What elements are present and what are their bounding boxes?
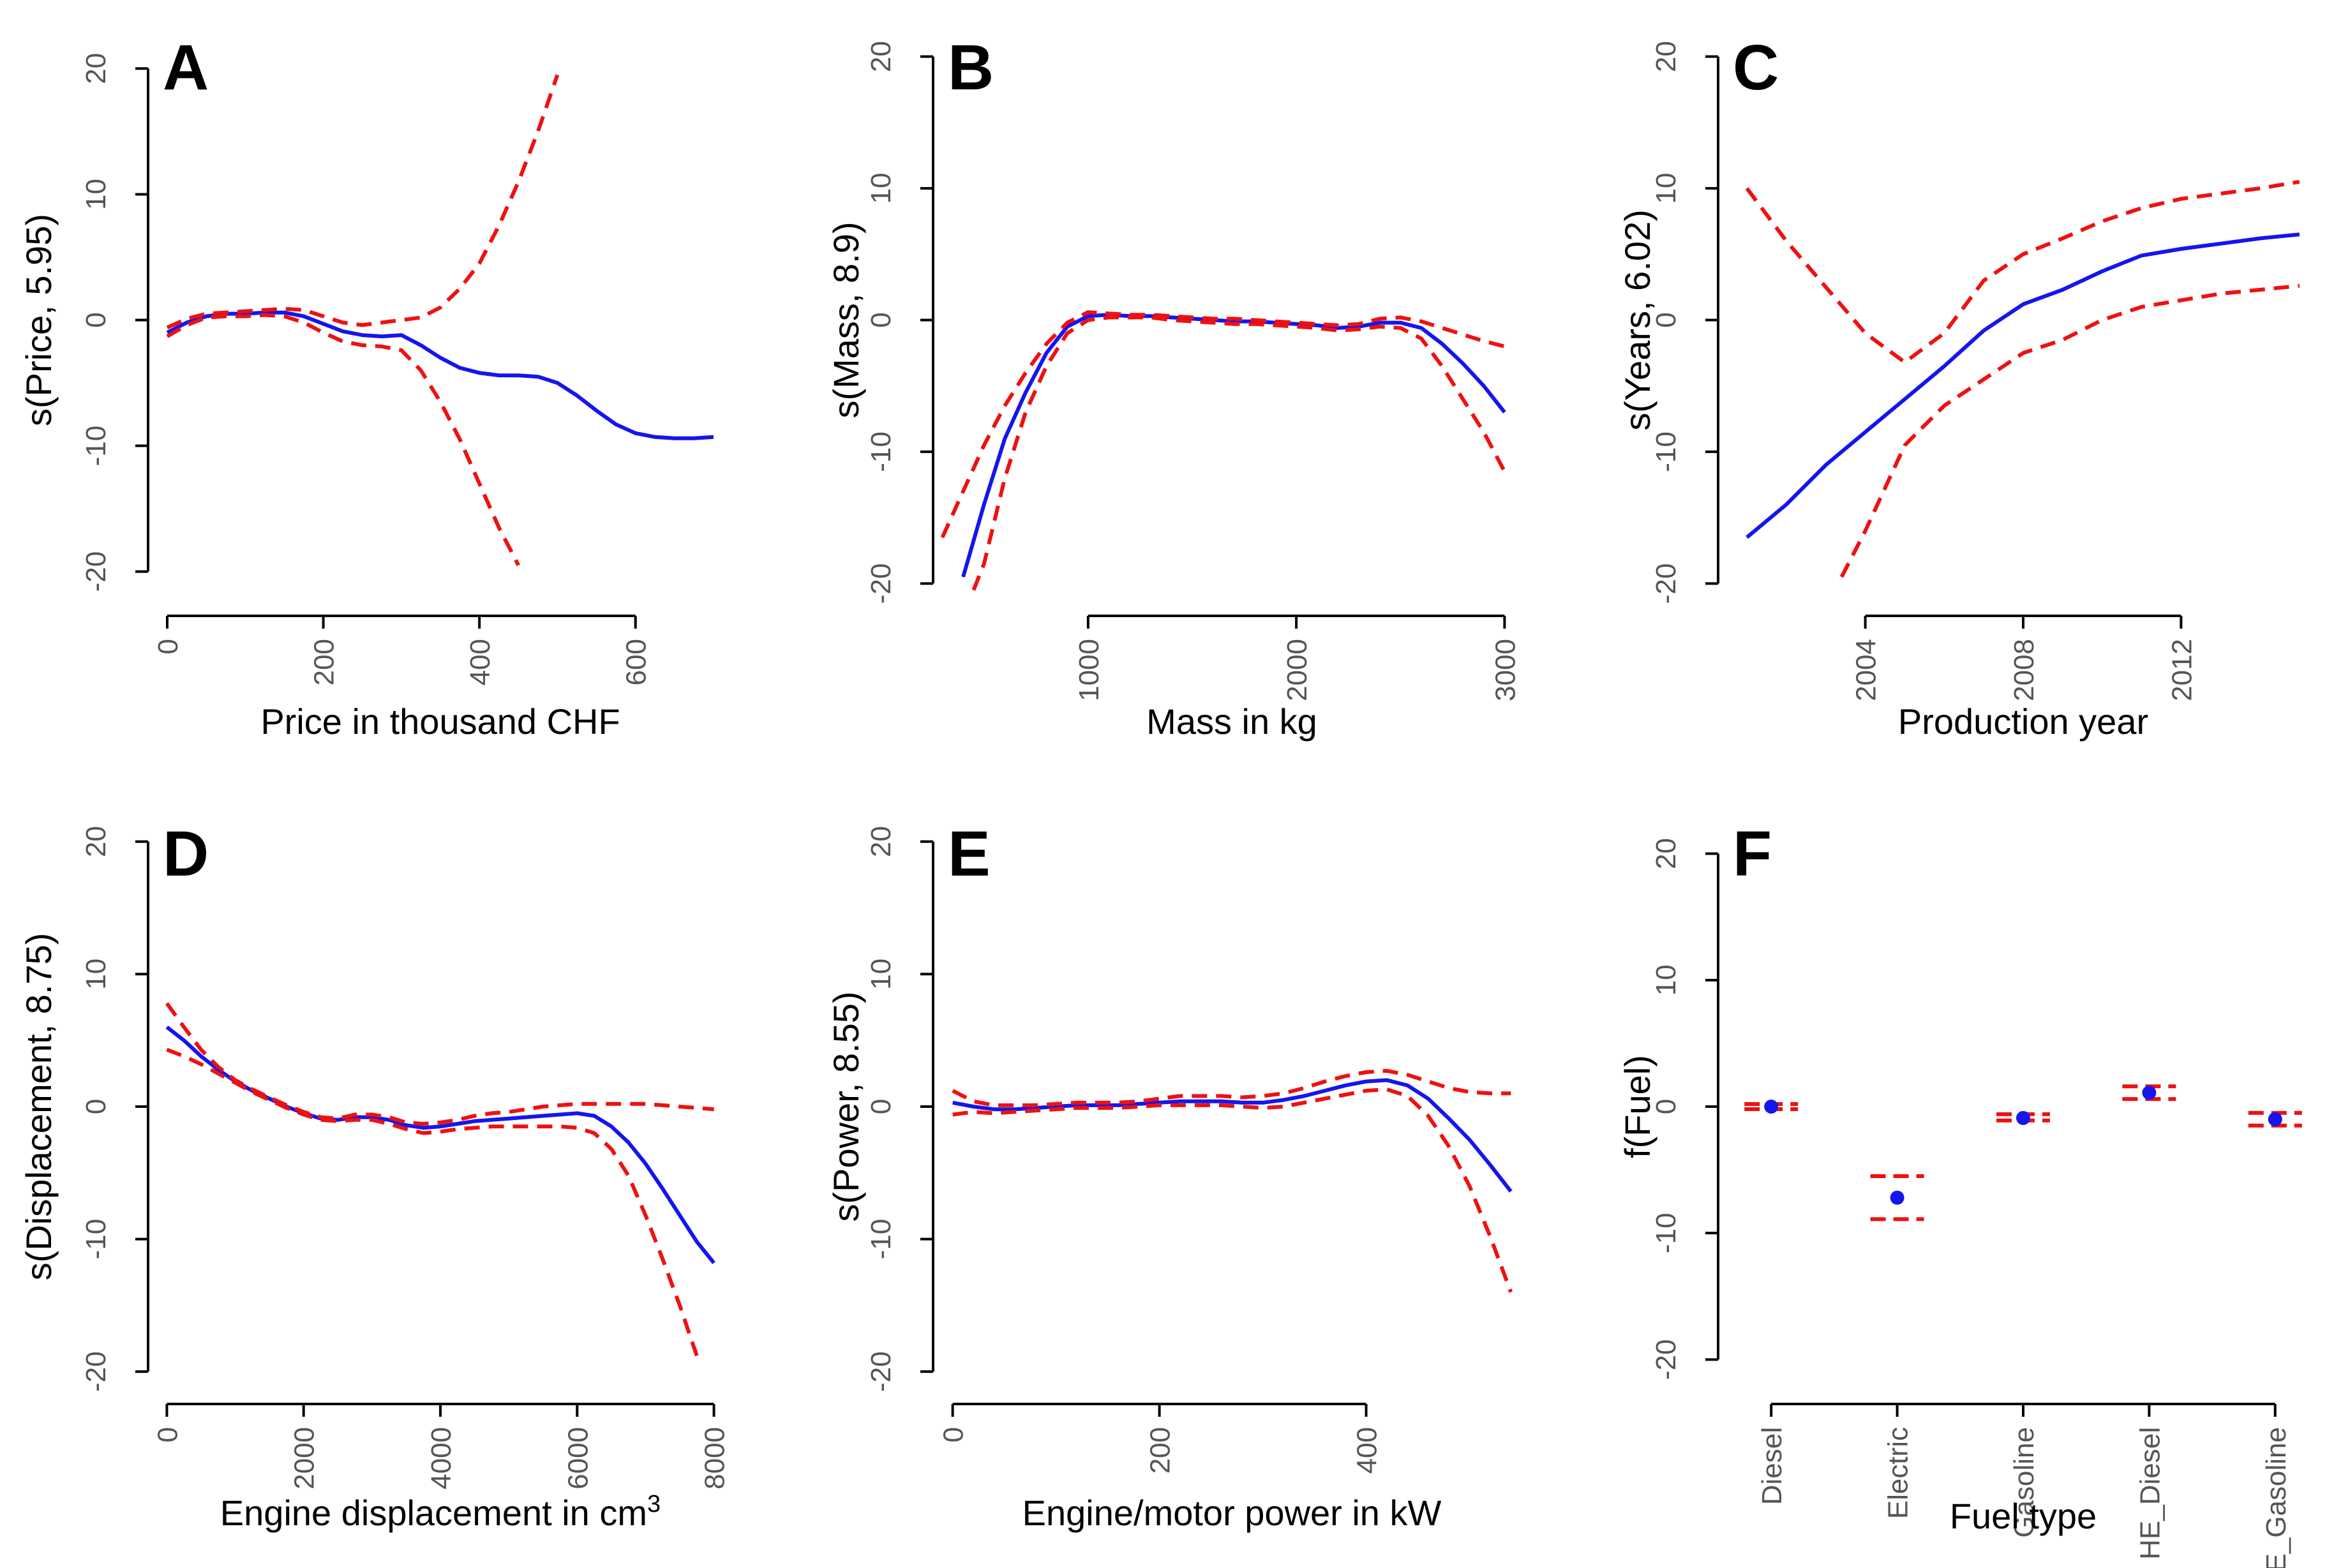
y-axis-title: s(Displacement, 8.75) xyxy=(19,933,59,1281)
estimate-point xyxy=(1764,1100,1779,1114)
y-tick-label: 10 xyxy=(80,959,112,990)
y-tick-label: 10 xyxy=(80,179,112,210)
estimate-line xyxy=(1746,232,2300,539)
lower-ci-line xyxy=(166,313,520,567)
panel-letter: B xyxy=(948,32,994,103)
y-tick-label: 0 xyxy=(865,312,897,327)
upper-ci-line xyxy=(952,1068,1511,1107)
panel-letter: D xyxy=(163,818,209,890)
y-tick-label: -10 xyxy=(1650,1213,1682,1253)
estimate-line xyxy=(165,1026,715,1264)
x-tick-label: 4000 xyxy=(426,1427,457,1490)
x-tick-label: 3000 xyxy=(1490,639,1521,701)
x-tick-label: 600 xyxy=(621,639,652,685)
upper-ci-line xyxy=(165,1002,714,1126)
y-tick-label: -10 xyxy=(865,431,897,472)
x-tick-label: 2000 xyxy=(289,1427,320,1490)
y-tick-label: 10 xyxy=(1650,964,1682,996)
y-tick-label: -20 xyxy=(865,1351,897,1392)
y-tick-label: 10 xyxy=(1650,173,1682,204)
panel-letter: C xyxy=(1733,32,1779,103)
x-tick-label: HE_Gasoline xyxy=(2261,1427,2292,1568)
x-axis-title: Engine/motor power in kW xyxy=(1022,1493,1442,1533)
lower-ci-line xyxy=(166,1047,699,1357)
x-tick-label: 1000 xyxy=(1073,639,1105,701)
lower-ci-line xyxy=(1839,283,2300,578)
y-tick-label: -20 xyxy=(1650,1340,1682,1380)
x-axis-title: Price in thousand CHF xyxy=(260,701,620,742)
y-tick-label: 0 xyxy=(80,1099,112,1114)
y-tick-label: 0 xyxy=(865,1099,897,1114)
y-axis-title: s(Price, 5.95) xyxy=(19,214,59,426)
x-tick-label: 2000 xyxy=(1282,639,1313,701)
x-tick-label: Electric xyxy=(1883,1427,1914,1519)
panel-c: -20 -10 0 10 20 2004 2008 2012 Production year s(… xyxy=(1617,32,2300,742)
y-tick-label: 10 xyxy=(865,173,897,204)
y-tick-label: 20 xyxy=(80,53,112,84)
y-tick-label: -10 xyxy=(1650,431,1682,472)
x-tick-label: 8000 xyxy=(699,1427,731,1490)
x-axis-title: Engine displacement in cm3 xyxy=(220,1491,661,1533)
x-tick-label: 2008 xyxy=(2009,639,2040,701)
x-axis-title: Fuel type xyxy=(1950,1496,2097,1536)
y-tick-label: 0 xyxy=(1650,1099,1682,1114)
x-tick-label: 200 xyxy=(309,639,340,685)
y-tick-label: 10 xyxy=(865,959,897,990)
y-tick-label: 20 xyxy=(1650,838,1682,869)
panel-f: -20 -10 0 10 20 Diesel Electric Gasoline HE_Dies… xyxy=(1617,818,2302,1568)
estimate-point xyxy=(2268,1112,2282,1126)
lower-ci-line xyxy=(971,315,1507,591)
y-tick-label: -10 xyxy=(80,426,112,467)
panel-d: -20 -10 0 10 20 0 2000 4000 6000 8000 Engine displ… xyxy=(19,818,731,1533)
y-tick-label: 20 xyxy=(865,41,897,72)
upper-ci-line xyxy=(940,310,1506,539)
y-tick-label: -20 xyxy=(80,551,112,592)
y-tick-label: 20 xyxy=(80,826,112,857)
y-tick-label: -10 xyxy=(80,1219,112,1260)
estimate-line xyxy=(952,1078,1513,1193)
x-tick-label: Diesel xyxy=(1756,1427,1788,1505)
y-axis-title: s(Mass, 8.9) xyxy=(826,221,866,418)
x-axis-title-superscript: 3 xyxy=(647,1491,661,1518)
x-tick-label: 0 xyxy=(938,1427,969,1442)
panel-letter: E xyxy=(948,818,991,890)
upper-ci-line xyxy=(166,74,560,330)
estimate-point xyxy=(1890,1190,1904,1205)
y-tick-label: -20 xyxy=(1650,564,1682,604)
panel-letter: F xyxy=(1733,818,1772,890)
x-tick-label: 200 xyxy=(1145,1427,1176,1474)
y-tick-label: 0 xyxy=(80,312,112,327)
estimate-line xyxy=(961,313,1506,578)
y-tick-label: 20 xyxy=(865,826,897,857)
x-axis-title: Mass in kg xyxy=(1146,701,1317,742)
x-tick-label: 2004 xyxy=(1851,639,1882,701)
estimate-point xyxy=(2016,1110,2030,1125)
y-tick-label: -20 xyxy=(865,564,897,604)
x-tick-label: HE_Diesel xyxy=(2134,1427,2166,1560)
estimate-line xyxy=(166,310,714,440)
x-axis-title: Production year xyxy=(1898,701,2148,742)
estimate-point xyxy=(2142,1086,2157,1100)
y-tick-label: -10 xyxy=(865,1219,897,1260)
y-axis-title: f(Fuel) xyxy=(1617,1055,1657,1158)
y-tick-label: 0 xyxy=(1650,312,1682,327)
x-tick-label: 2012 xyxy=(2166,639,2197,701)
x-tick-label: 0 xyxy=(153,639,184,654)
x-tick-label: Gasoline xyxy=(2009,1427,2040,1538)
y-axis-title: s(Power, 8.55) xyxy=(826,991,866,1221)
y-axis-title: s(Years, 6.02) xyxy=(1617,209,1657,431)
y-tick-label: 20 xyxy=(1650,41,1682,72)
y-tick-label: -20 xyxy=(80,1351,112,1392)
upper-ci-line xyxy=(1745,179,2300,364)
x-tick-label: 6000 xyxy=(562,1427,594,1490)
x-tick-label: 400 xyxy=(465,639,496,685)
x-tick-label: 0 xyxy=(152,1427,183,1442)
lower-ci-line xyxy=(952,1087,1513,1293)
panel-b: -20 -10 0 10 20 1000 2000 3000 Mass in kg s(Mass,… xyxy=(826,32,1521,742)
x-tick-label: 400 xyxy=(1352,1427,1383,1474)
panel-letter: A xyxy=(163,32,209,103)
